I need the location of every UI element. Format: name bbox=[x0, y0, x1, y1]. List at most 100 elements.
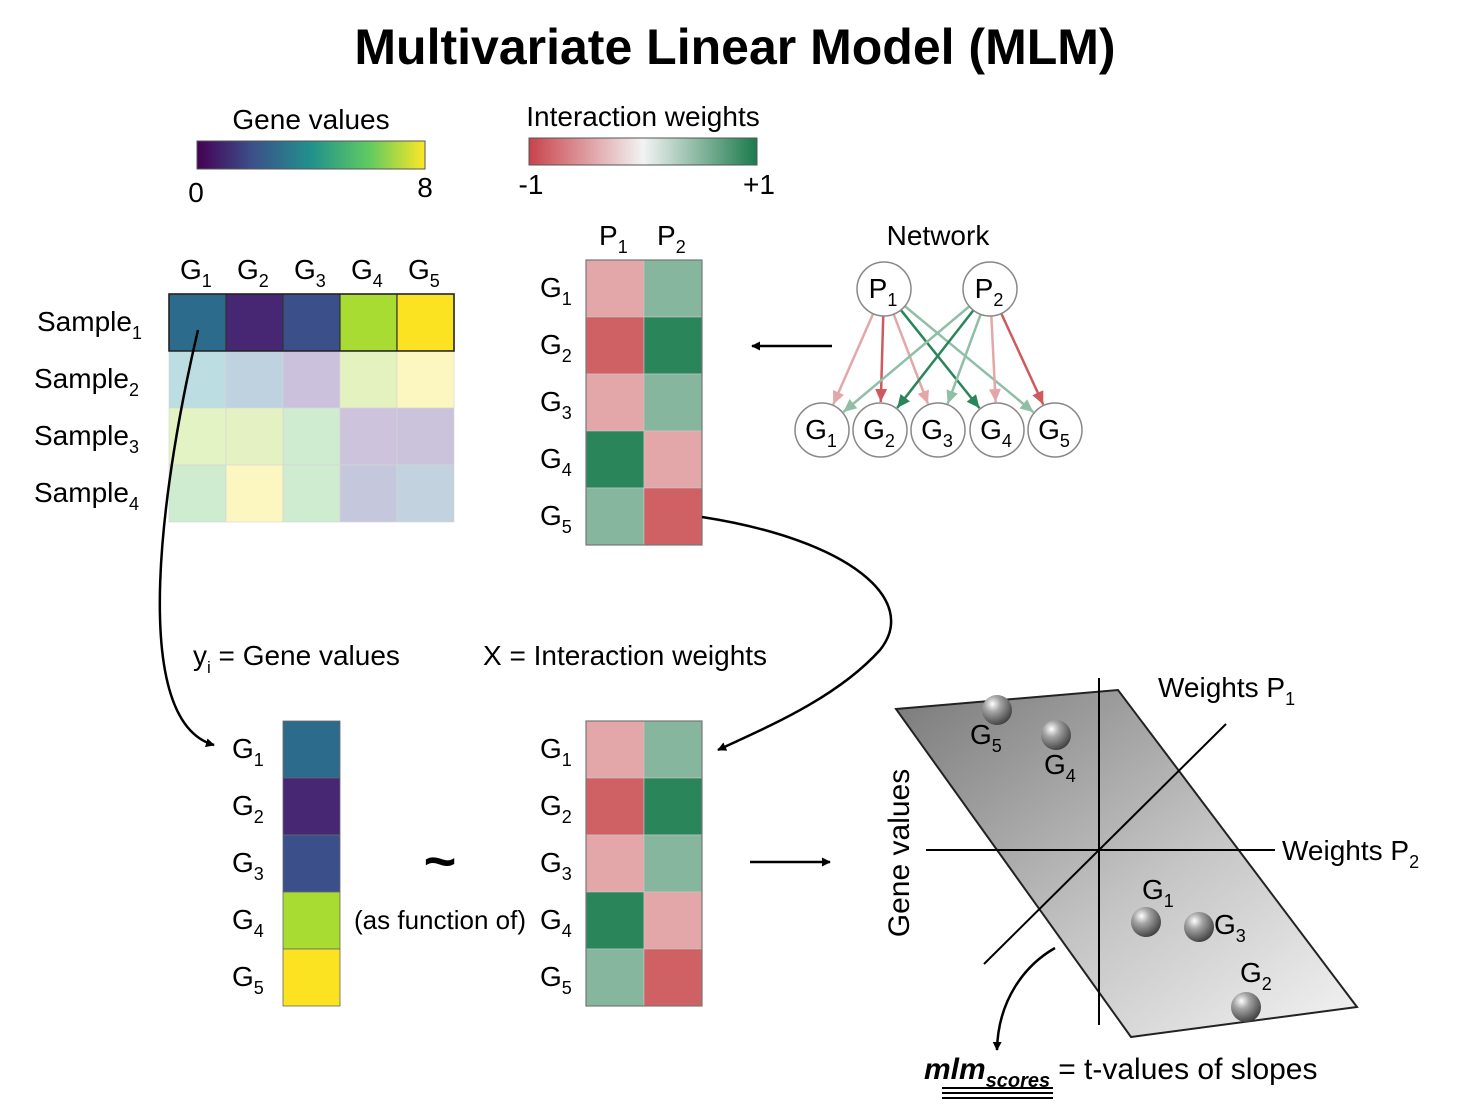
tilde-symbol: ~ bbox=[424, 829, 457, 892]
gene-matrix-cell bbox=[339, 407, 398, 466]
x-label: X = Interaction weights bbox=[483, 640, 767, 671]
weight-matrix-cell bbox=[643, 487, 703, 546]
gene-matrix-cell bbox=[225, 464, 284, 523]
gene-matrix-cell bbox=[339, 293, 398, 352]
gene-matrix-cell bbox=[396, 407, 455, 466]
gene-matrix-cell bbox=[282, 464, 341, 523]
as-function-of-label: (as function of) bbox=[354, 905, 526, 935]
gene-legend-min: 0 bbox=[188, 177, 204, 208]
network-edge bbox=[892, 313, 930, 405]
gene-column-header: G5 bbox=[408, 254, 440, 291]
pathway-column-header: P1 bbox=[599, 220, 628, 257]
weights-to-design-matrix-arrow bbox=[701, 515, 893, 752]
network-node bbox=[962, 261, 1018, 317]
network-edge bbox=[879, 315, 885, 403]
weight-row-label: G2 bbox=[540, 329, 572, 366]
regression-plane-plot: Weights P1 Weights P2 Gene values G5 G4 … bbox=[883, 672, 1419, 1051]
network-node bbox=[910, 402, 966, 458]
weight-matrix-cell bbox=[585, 720, 645, 779]
gene-matrix-cell bbox=[282, 293, 341, 352]
network-edge bbox=[896, 309, 975, 409]
weight-row-label: G5 bbox=[540, 500, 572, 537]
network-edge-arrowhead bbox=[917, 389, 929, 404]
weight-matrix-cell bbox=[585, 777, 645, 836]
network-edge-arrowhead bbox=[946, 389, 958, 404]
weight-matrix-cell bbox=[585, 316, 645, 375]
gene-column-header: G4 bbox=[351, 254, 383, 291]
network-node-label: P2 bbox=[975, 273, 1004, 310]
network-edge-arrowhead bbox=[843, 399, 858, 412]
gene-colorbar bbox=[196, 140, 426, 170]
weight-row-label: G3 bbox=[540, 386, 572, 423]
network-node bbox=[794, 402, 850, 458]
weight-matrix-cell bbox=[585, 430, 645, 489]
network-node-label: G1 bbox=[805, 414, 837, 451]
data-point-g5: G5 bbox=[970, 695, 1012, 756]
network-node bbox=[856, 261, 912, 317]
weight-row-label: G4 bbox=[540, 904, 572, 941]
weight-matrix-cell bbox=[585, 948, 645, 1007]
weight-legend-min: -1 bbox=[519, 169, 544, 200]
sample-row-label: Sample2 bbox=[34, 363, 139, 400]
weight-row-label: G1 bbox=[540, 733, 572, 770]
axis-weights-p1 bbox=[983, 723, 1227, 965]
gene-matrix-cell bbox=[282, 350, 341, 409]
gene-value-vector: G1 G2 G3 G4 G5 bbox=[232, 720, 341, 1007]
weight-legend-max: +1 bbox=[743, 169, 775, 200]
gene-vector-label: G4 bbox=[232, 904, 264, 941]
score-name: mlm bbox=[924, 1053, 986, 1086]
network-edge bbox=[899, 309, 981, 409]
weight-matrix-cell bbox=[643, 430, 703, 489]
sample-row-label: Sample3 bbox=[34, 420, 139, 457]
axis-label-gene-values: Gene values bbox=[883, 769, 916, 937]
network-node bbox=[1027, 402, 1083, 458]
network-node-label: G3 bbox=[921, 414, 953, 451]
network-edge-arrowhead bbox=[1032, 390, 1044, 405]
y-label: yi = Gene values bbox=[193, 640, 400, 677]
weight-row-label: G3 bbox=[540, 847, 572, 884]
gene-vector-label: G2 bbox=[232, 790, 264, 827]
weight-matrix-cell bbox=[643, 891, 703, 950]
score-description: = t-values of slopes bbox=[1058, 1053, 1317, 1086]
network-graph: Network P1 P2 G1 G2 G3 G4 G5 bbox=[794, 220, 1083, 458]
weight-matrix-border bbox=[585, 259, 703, 546]
network-edge-arrowhead bbox=[897, 393, 910, 408]
interaction-weights-legend: Interaction weights -1 +1 bbox=[519, 101, 775, 200]
pathway-column-header: P2 bbox=[657, 220, 686, 257]
gene-matrix-cell bbox=[396, 350, 455, 409]
gene-matrix-cell bbox=[339, 350, 398, 409]
regression-plane bbox=[894, 688, 1359, 1039]
network-node-label: G2 bbox=[863, 414, 895, 451]
gene-vector-label: G3 bbox=[232, 847, 264, 884]
gene-vector-cell bbox=[282, 834, 341, 893]
gene-matrix-cell bbox=[225, 350, 284, 409]
weight-matrix-border bbox=[585, 720, 703, 1007]
gene-vector-cell bbox=[282, 777, 341, 836]
gene-vector-label: G1 bbox=[232, 733, 264, 770]
mlm-scores-label: mlmscores = t-values of slopes bbox=[924, 1053, 1318, 1099]
weight-matrix-cell bbox=[643, 373, 703, 432]
gene-values-legend: Gene values 0 8 bbox=[188, 104, 433, 208]
weight-matrix-cell bbox=[585, 891, 645, 950]
gene-vector-cell bbox=[282, 948, 341, 1007]
network-edge bbox=[842, 305, 971, 413]
gene-matrix-cell bbox=[282, 407, 341, 466]
score-subscript: scores bbox=[986, 1070, 1051, 1092]
gene-legend-max: 8 bbox=[417, 172, 433, 203]
weight-matrix-cell bbox=[643, 720, 703, 779]
axis-label-weights-p1: Weights P1 bbox=[1158, 672, 1295, 709]
gene-column-header: G2 bbox=[237, 254, 269, 291]
design-matrix: G1 G2 G3 G4 G5 bbox=[540, 720, 703, 1007]
weight-matrix-cell bbox=[585, 834, 645, 893]
gene-vector-label: G5 bbox=[232, 961, 264, 998]
weight-row-label: G2 bbox=[540, 790, 572, 827]
network-edge-arrowhead bbox=[988, 388, 1001, 403]
network-node bbox=[852, 402, 908, 458]
sample-row-label: Sample4 bbox=[34, 477, 139, 514]
plot-to-score-arrow bbox=[992, 946, 1056, 1051]
network-node-label: P1 bbox=[869, 273, 898, 310]
gene-matrix-cell bbox=[396, 464, 455, 523]
network-edge bbox=[904, 305, 1035, 414]
sample1-row-outline bbox=[168, 293, 455, 352]
